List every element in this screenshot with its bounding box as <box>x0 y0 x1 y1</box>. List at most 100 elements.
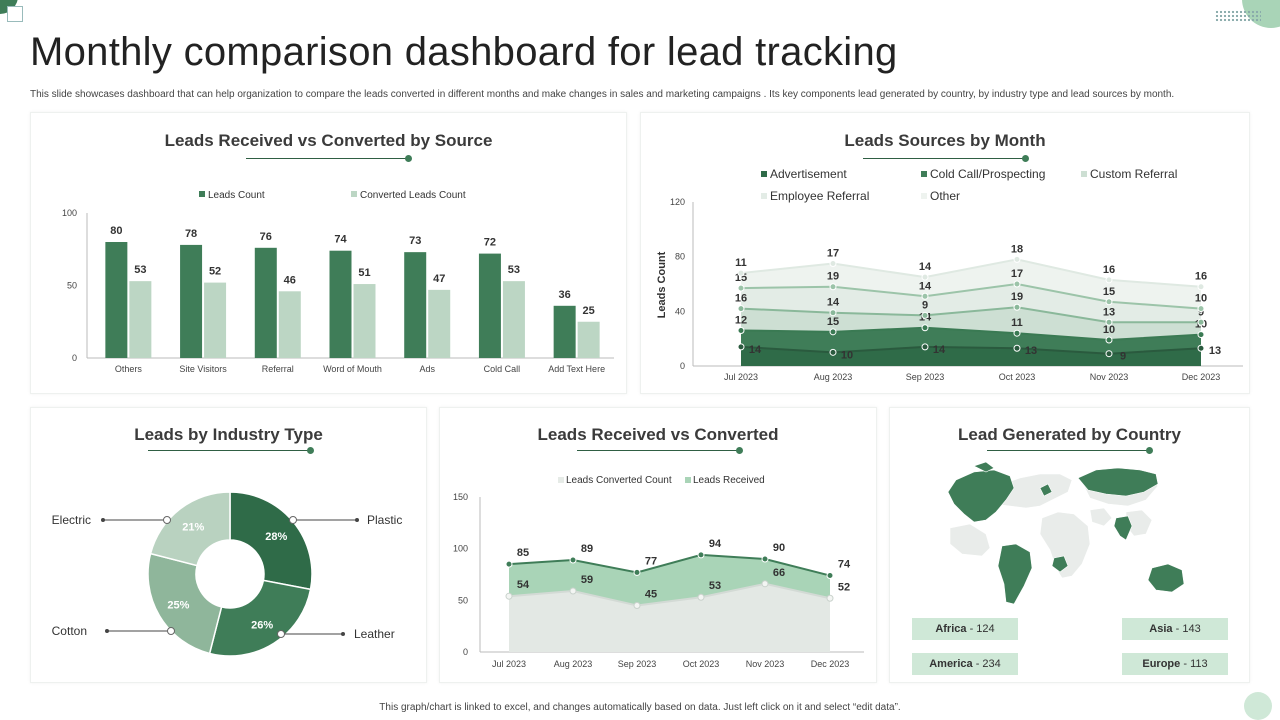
title-underline <box>863 155 1029 162</box>
data-point <box>697 593 705 601</box>
data-point <box>1013 280 1021 288</box>
bar <box>478 253 501 358</box>
world-map[interactable] <box>890 408 1251 684</box>
y-tick-label: 150 <box>453 492 468 502</box>
data-label: 52 <box>838 581 850 593</box>
x-tick-label: Add Text Here <box>548 364 605 374</box>
data-label: 94 <box>709 538 722 550</box>
data-point <box>737 305 745 313</box>
bar-chart-leads-by-source[interactable]: 0 50 100 Leads Count Converted Leads Count 80… <box>31 113 628 395</box>
data-point <box>569 556 577 564</box>
panel-leads-sources-by-month: Leads Sources by Month 0 40 80 120 Leads Cou… <box>640 112 1250 394</box>
data-label: 14 <box>919 280 932 292</box>
data-label: 89 <box>581 543 593 555</box>
y-tick-label: 80 <box>675 252 685 262</box>
data-label: 59 <box>581 574 593 586</box>
donut-chart-industry-type[interactable]: 28% 26% 25% 21% Plastic Leather Cotton Electric <box>31 408 428 684</box>
title-underline <box>148 447 314 454</box>
legend-label: Converted Leads Count <box>360 190 466 201</box>
data-point <box>697 551 705 559</box>
data-point <box>1013 303 1021 311</box>
data-point <box>1105 276 1113 284</box>
data-label: 10 <box>1103 324 1115 336</box>
y-axis-title: Leads Count <box>656 251 668 318</box>
chart-title: Leads Received vs Converted by Source <box>164 131 493 150</box>
title-underline <box>246 155 412 162</box>
data-point <box>826 594 834 602</box>
bar <box>329 250 352 358</box>
data-label: 16 <box>1103 264 1115 276</box>
title-underline <box>987 447 1153 454</box>
x-tick-label: Referral <box>262 364 294 374</box>
legend-swatch <box>1081 171 1087 177</box>
x-tick-label: Nov 2023 <box>1090 372 1129 382</box>
area-series-line <box>740 306 1201 324</box>
x-tick-label: Site Visitors <box>179 364 227 374</box>
data-point <box>633 568 641 576</box>
data-point <box>1013 344 1021 352</box>
data-point <box>1197 331 1205 339</box>
legend-label: Leads Received <box>693 475 765 486</box>
bar <box>577 321 600 358</box>
corner-decoration-circle-bottom <box>1244 692 1272 720</box>
area-series-line <box>740 326 1202 342</box>
data-label: 13 <box>1209 345 1221 357</box>
y-tick-label: 100 <box>453 544 468 554</box>
stacked-area-chart-sources-by-month[interactable]: 0 40 80 120 Leads Count 14 10 14 13 9 13 12 15 14 11 10… <box>641 113 1251 395</box>
area-series-line <box>740 258 1202 288</box>
data-label: 14 <box>749 344 762 356</box>
bar <box>129 281 152 358</box>
map-region-south-america <box>997 543 1033 605</box>
x-tick-label: Others <box>115 364 143 374</box>
bar-value-label: 46 <box>284 274 296 286</box>
data-point <box>1197 305 1205 313</box>
callout-end-dot <box>341 632 345 636</box>
country-badge-asia: Asia - 143 <box>1122 618 1228 640</box>
data-point <box>921 343 929 351</box>
data-point <box>1105 298 1113 306</box>
bar-value-label: 74 <box>334 234 347 246</box>
x-tick-label: Cold Call <box>484 364 521 374</box>
y-tick-label: 0 <box>72 353 77 363</box>
chart-title: Leads by Industry Type <box>134 425 323 444</box>
legend-label: Other <box>930 189 960 203</box>
x-tick-label: Sep 2023 <box>618 659 657 669</box>
bar <box>353 284 376 358</box>
data-point <box>737 326 745 334</box>
y-tick-label: 0 <box>463 647 468 657</box>
bar-value-label: 73 <box>409 235 421 247</box>
data-label: 17 <box>827 248 839 260</box>
donut-slice <box>147 552 223 655</box>
data-label: 14 <box>919 261 932 273</box>
data-point <box>829 328 837 336</box>
x-tick-label: Sep 2023 <box>906 372 945 382</box>
area-chart-received-vs-converted[interactable]: 0 50 100 150 54 59 45 53 66 52 85 89 77 94 90 74 Jul 202… <box>440 408 878 684</box>
data-label: 14 <box>827 297 840 309</box>
data-label: 13 <box>1103 306 1115 318</box>
slice-category-label: Cotton <box>52 624 87 638</box>
y-tick-label: 100 <box>62 208 77 218</box>
panel-leads-received-vs-converted: Leads Received vs Converted 0 50 100 150 54 5… <box>439 407 877 683</box>
callout-end-dot <box>355 518 359 522</box>
data-point <box>633 602 641 609</box>
map-region-africa <box>1051 555 1069 573</box>
area-series <box>741 259 1201 309</box>
data-point <box>1105 350 1113 358</box>
panel-lead-by-country: Lead Generated by Country <box>889 407 1250 683</box>
x-tick-label: Aug 2023 <box>814 372 853 382</box>
map-region-india <box>1113 515 1133 541</box>
data-label: 14 <box>933 344 946 356</box>
callout-marker <box>163 516 171 524</box>
chart-title: Leads Sources by Month <box>844 131 1046 150</box>
bar <box>254 247 277 358</box>
map-region-north-america <box>947 469 1015 523</box>
data-label: 11 <box>735 257 747 269</box>
slice-value-label: 25% <box>167 600 189 612</box>
data-label: 18 <box>1011 243 1023 255</box>
x-tick-label: Word of Mouth <box>323 364 382 374</box>
data-point <box>829 348 837 356</box>
bar-value-label: 53 <box>508 264 520 276</box>
data-point <box>829 309 837 317</box>
legend-label: Leads Count <box>208 190 265 201</box>
data-point <box>921 311 929 319</box>
